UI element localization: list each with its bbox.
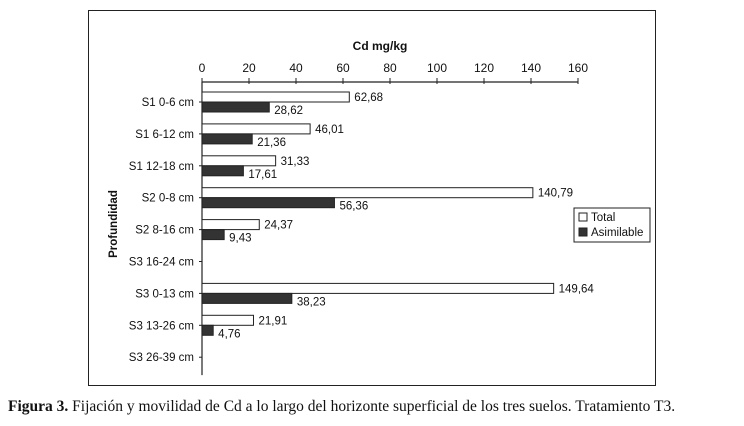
bars-layer: 62,68 28,62 46,01 21,36 31,33 17,61 140,79 56,3… — [201, 91, 595, 340]
bar-total — [201, 91, 350, 103]
x-tick-label: 140 — [521, 61, 541, 75]
legend-swatch — [578, 212, 588, 222]
legend-swatch — [578, 227, 588, 237]
data-label-total: 31,33 — [281, 156, 310, 168]
data-label-total: 149,64 — [559, 283, 595, 295]
data-label-asimilable: 28,62 — [274, 105, 303, 117]
legend: Total Asimilable — [573, 207, 651, 243]
data-label-total: 140,79 — [538, 188, 573, 200]
category-label: S1 6-12 cm — [135, 129, 194, 141]
y-axis-label: Profundidad — [108, 190, 120, 258]
bar-asimilable — [201, 229, 225, 241]
category-label: S3 16-24 cm — [129, 257, 194, 269]
x-tick-label: 160 — [568, 61, 588, 75]
x-tick-label: 80 — [383, 61, 397, 75]
legend-entry: Total — [591, 212, 615, 224]
x-tick-label: 100 — [427, 61, 447, 75]
caption-label: Figura 3. — [8, 398, 69, 415]
data-label-asimilable: 38,23 — [297, 296, 326, 308]
bar-total — [201, 187, 534, 199]
data-label-asimilable: 21,36 — [257, 137, 286, 149]
data-label-total: 21,91 — [258, 315, 287, 327]
chart-title: Cd mg/kg — [353, 39, 408, 53]
chart-frame — [88, 10, 656, 386]
bar-asimilable — [201, 165, 244, 177]
bar-asimilable — [201, 101, 270, 113]
bar-asimilable — [201, 133, 253, 145]
category-label: S3 0-13 cm — [135, 288, 194, 300]
category-label: S2 0-8 cm — [142, 193, 194, 205]
bar-asimilable — [201, 292, 293, 304]
data-label-asimilable: 17,61 — [248, 169, 277, 181]
data-label-asimilable: 56,36 — [339, 201, 368, 213]
bar-asimilable — [201, 197, 335, 209]
category-label: S2 8-16 cm — [135, 225, 194, 237]
data-label-total: 62,68 — [354, 92, 383, 104]
bar-asimilable — [201, 324, 214, 336]
caption-text: Fijación y movilidad de Cd a lo largo de… — [68, 398, 676, 415]
legend-entry: Asimilable — [591, 227, 643, 239]
x-tick-label: 60 — [336, 61, 350, 75]
axes-layer: 0 20 40 60 80 100 120 140 160 S1 0-6 cm S1 6-12 cm… — [129, 61, 588, 376]
category-label: S3 26-39 cm — [129, 352, 194, 364]
data-label-asimilable: 4,76 — [218, 328, 240, 340]
x-tick-label: 0 — [199, 61, 206, 75]
category-label: S1 12-18 cm — [129, 161, 194, 173]
x-tick-label: 40 — [289, 61, 303, 75]
bar-total — [201, 123, 311, 135]
bar-total — [201, 155, 277, 167]
bar-total — [201, 282, 555, 294]
category-label: S3 13-26 cm — [129, 320, 194, 332]
bar-total — [201, 314, 254, 326]
data-label-asimilable: 9,43 — [229, 233, 251, 245]
figure-caption: Figura 3. Fijación y movilidad de Cd a l… — [8, 398, 744, 416]
x-tick-label: 120 — [474, 61, 494, 75]
data-label-total: 46,01 — [315, 124, 344, 136]
x-tick-label: 20 — [242, 61, 256, 75]
data-label-total: 24,37 — [264, 220, 293, 232]
bar-total — [201, 219, 260, 231]
category-label: S1 0-6 cm — [142, 97, 194, 109]
